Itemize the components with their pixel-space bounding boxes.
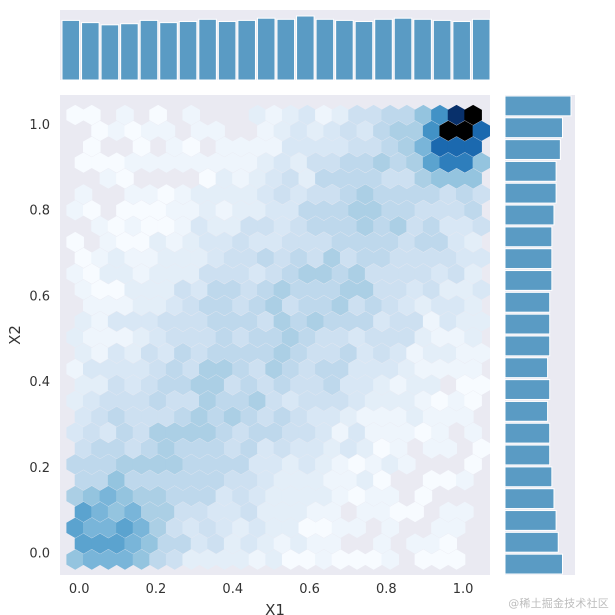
y-axis-label: X2 <box>6 325 24 345</box>
hexbin-cells <box>66 105 490 570</box>
right-hist-bar <box>505 292 550 312</box>
right-hist-bar <box>505 314 550 334</box>
right-hist-bar <box>505 467 552 487</box>
right-hist-bar <box>505 336 550 356</box>
right-hist-bar <box>505 445 550 465</box>
watermark-text: @稀土掘金技术社区 <box>508 595 609 611</box>
y-tick-label: 0.4 <box>29 375 50 390</box>
top-hist-bar <box>238 20 256 80</box>
x-tick-label: 1.0 <box>453 582 474 597</box>
right-hist-bar <box>505 401 548 421</box>
y-tick-label: 0.8 <box>29 204 50 219</box>
top-hist-bar <box>257 18 275 80</box>
top-hist-bar <box>277 19 295 80</box>
top-hist-bar <box>218 22 236 80</box>
top-hist-bar <box>316 19 334 80</box>
right-hist-bar <box>505 140 560 160</box>
top-hist-bar <box>414 19 432 80</box>
x-tick-label: 0.2 <box>146 582 167 597</box>
top-hist-bar <box>394 18 412 80</box>
y-tick-label: 1.0 <box>29 118 50 133</box>
right-hist-bar <box>505 183 556 203</box>
right-hist-bar <box>505 554 562 574</box>
top-hist-bar <box>121 24 139 80</box>
x-axis-label: X1 <box>265 601 285 615</box>
top-hist-bar <box>336 20 354 80</box>
x-tick-label: 0.6 <box>299 582 320 597</box>
top-hist-bar <box>472 19 490 80</box>
x-tick-label: 0.0 <box>69 582 90 597</box>
top-hist-bar <box>160 23 178 80</box>
y-tick-label: 0.0 <box>29 547 50 562</box>
right-hist-bar <box>505 511 556 531</box>
right-hist-bar <box>505 358 548 378</box>
top-hist-bar <box>355 22 373 80</box>
right-hist-bar <box>505 118 562 138</box>
top-hist-bar <box>375 19 393 80</box>
right-hist-bar <box>505 532 558 552</box>
y-tick-label: 0.2 <box>29 461 50 476</box>
right-hist-bar <box>505 380 550 400</box>
right-hist-bar <box>505 249 552 269</box>
x-tick-label: 0.4 <box>222 582 243 597</box>
right-hist-bar <box>505 96 571 116</box>
top-hist-bar <box>179 22 197 80</box>
right-hist-bar <box>505 489 554 509</box>
jointplot-figure: 0.0 0.2 0.4 0.6 0.8 1.0 0.0 0.2 0.4 0.6 0.8 1.0 X1 X2 <box>0 0 615 615</box>
top-hist-bar <box>101 25 119 80</box>
top-hist-bar <box>82 23 100 80</box>
right-hist-bar <box>505 271 552 291</box>
y-tick-label: 0.6 <box>29 289 50 304</box>
right-hist-bar <box>505 205 554 225</box>
right-hist-bar <box>505 227 552 247</box>
x-tick-label: 0.8 <box>376 582 397 597</box>
right-hist-bar <box>505 423 550 443</box>
top-hist-bar <box>140 20 158 80</box>
top-hist-bar <box>453 22 471 80</box>
top-hist-bar <box>433 20 451 80</box>
top-hist-bar <box>62 20 80 80</box>
right-hist-bar <box>505 161 556 181</box>
top-hist-bar <box>297 16 315 80</box>
top-hist-bar <box>199 19 217 80</box>
